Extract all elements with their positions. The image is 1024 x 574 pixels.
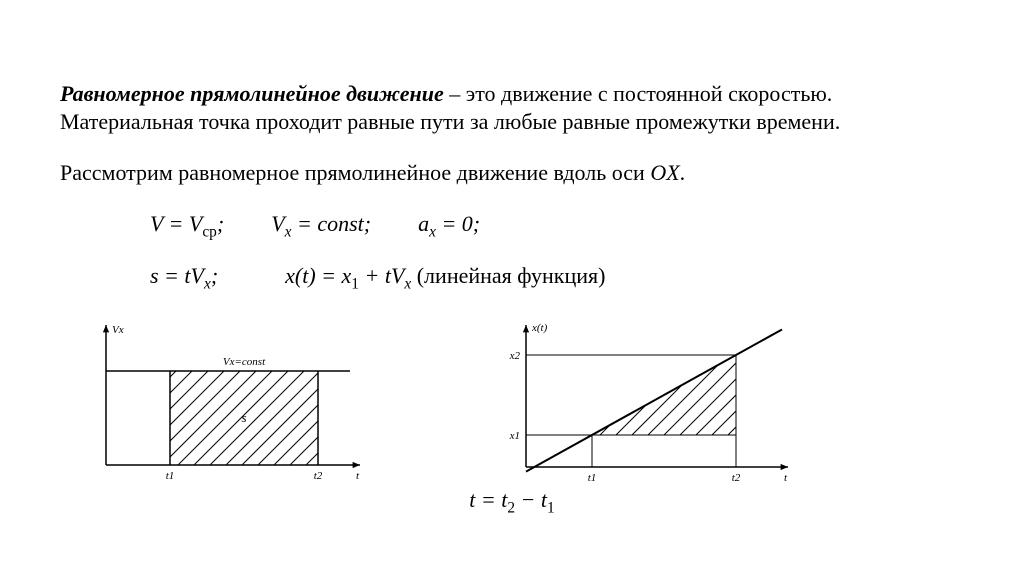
- f1a-sub: ср: [202, 223, 217, 240]
- velocity-time-chart: Vx t t1 t2 Vx=const s: [60, 315, 370, 487]
- svg-text:t1: t1: [588, 472, 597, 484]
- f1c-pre: a: [418, 211, 429, 236]
- svg-text:Vx: Vx: [112, 324, 124, 336]
- formula-row-2: s = tVx; x(t) = x1 + tVx (линейная функц…: [150, 263, 964, 293]
- linear-note: (линейная функция): [417, 263, 606, 288]
- paragraph-definition: Равномерное прямолинейное движение – это…: [60, 80, 964, 135]
- document-page: Равномерное прямолинейное движение – это…: [0, 0, 1024, 518]
- svg-text:t2: t2: [732, 472, 741, 484]
- svg-text:t: t: [784, 472, 788, 484]
- formula-row-1: V = Vср; Vx = const; ax = 0;: [150, 211, 964, 241]
- formula-time-interval: t = t2 − t1: [60, 487, 964, 517]
- bf-pre: t = t: [469, 487, 507, 512]
- svg-text:s: s: [241, 410, 246, 425]
- f1c-rest: = 0;: [436, 211, 480, 236]
- f2b-sub2: x: [404, 275, 411, 292]
- svg-text:t: t: [356, 470, 360, 482]
- bf-sub2: 2: [507, 500, 515, 517]
- svg-text:Vx=const: Vx=const: [223, 356, 266, 368]
- f2b-sub1: 1: [351, 275, 359, 292]
- intro-text: Рассмотрим равномерное прямолинейное дви…: [60, 160, 650, 185]
- f1a-end: ;: [217, 211, 224, 236]
- f2a-pre: s = tV: [150, 263, 204, 288]
- svg-text:t1: t1: [166, 470, 175, 482]
- paragraph-intro: Рассмотрим равномерное прямолинейное дви…: [60, 159, 964, 187]
- f1c-sub: x: [429, 223, 436, 240]
- formula-block: V = Vср; Vx = const; ax = 0; s = tVx; x(…: [150, 211, 964, 294]
- term-title: Равномерное прямолинейное движение: [60, 81, 444, 106]
- f2a-end: ;: [211, 263, 218, 288]
- figures-row: Vx t t1 t2 Vx=const s x(t) t t1 t2 x1 x2: [60, 315, 964, 491]
- bf-sub1: 1: [547, 500, 555, 517]
- bf-mid: − t: [515, 487, 547, 512]
- intro-end: .: [680, 160, 686, 185]
- svg-text:t2: t2: [314, 470, 323, 482]
- f1b-pre: V: [271, 211, 284, 236]
- f1a: V = V: [150, 211, 202, 236]
- f2b-mid: + tV: [359, 263, 404, 288]
- svg-text:x2: x2: [509, 350, 521, 362]
- axis-name: OX: [650, 160, 679, 185]
- svg-text:x(t): x(t): [531, 322, 548, 334]
- f2b-pre: x(t) = x: [285, 263, 351, 288]
- position-time-chart: x(t) t t1 t2 x1 x2: [480, 315, 800, 491]
- f1b-rest: = const;: [291, 211, 371, 236]
- f2a-sub: x: [204, 275, 211, 292]
- svg-text:x1: x1: [509, 430, 520, 442]
